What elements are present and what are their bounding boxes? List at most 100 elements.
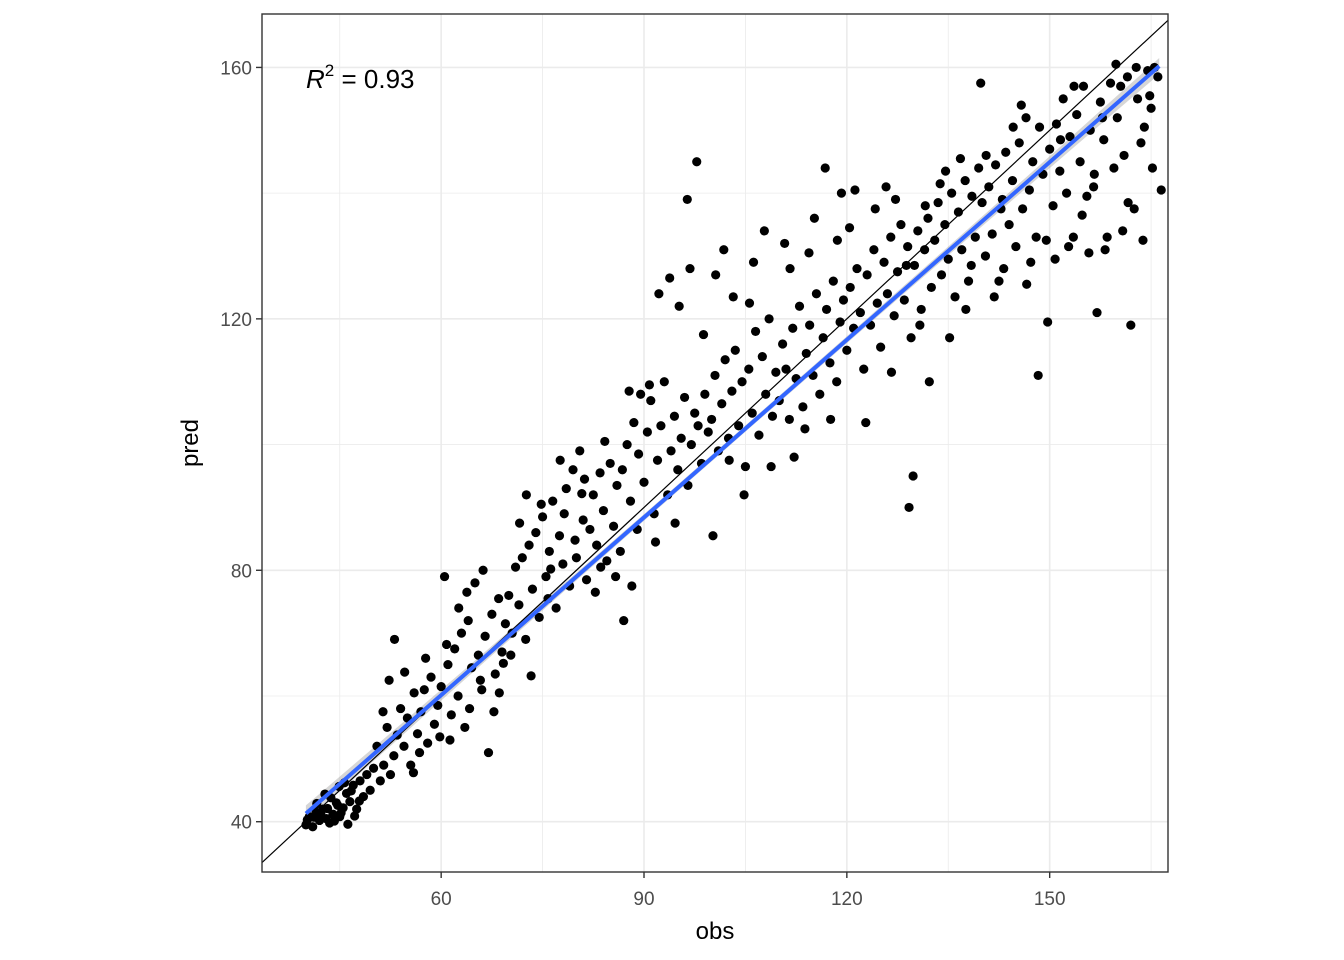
data-point	[435, 732, 445, 742]
data-point	[426, 672, 436, 682]
data-point	[1077, 210, 1087, 220]
data-point	[399, 741, 409, 751]
data-point	[1022, 279, 1032, 289]
data-point	[970, 232, 980, 242]
data-point	[764, 314, 774, 324]
data-point	[639, 477, 649, 487]
data-point	[605, 458, 615, 469]
data-point	[870, 204, 880, 214]
data-point	[906, 333, 916, 343]
data-point	[483, 747, 494, 758]
data-point	[676, 433, 686, 443]
data-point	[480, 631, 490, 641]
data-point	[1156, 185, 1166, 195]
r-squared-value: = 0.93	[334, 64, 414, 94]
data-point	[352, 804, 362, 814]
data-point	[835, 317, 845, 327]
data-point	[913, 226, 923, 236]
data-point	[445, 735, 455, 745]
data-point	[554, 531, 565, 541]
data-point	[960, 175, 970, 186]
data-point	[406, 760, 416, 770]
data-point	[977, 197, 987, 208]
data-point	[915, 320, 925, 330]
data-point	[981, 150, 991, 161]
y-tick-label: 120	[220, 310, 252, 331]
data-point	[433, 700, 443, 711]
data-point	[1111, 59, 1121, 69]
data-point	[899, 295, 909, 305]
data-point	[923, 213, 933, 223]
data-point	[916, 304, 926, 315]
data-point	[1043, 317, 1053, 327]
data-point	[703, 427, 713, 437]
data-point	[506, 650, 516, 660]
data-point	[350, 811, 360, 821]
data-point	[414, 747, 425, 758]
data-point	[943, 254, 953, 264]
data-point	[886, 367, 897, 377]
data-point	[1122, 72, 1133, 82]
data-point	[820, 163, 830, 173]
data-point	[526, 671, 536, 681]
data-point	[1004, 219, 1014, 230]
data-point	[1072, 109, 1082, 120]
data-point	[1153, 72, 1163, 82]
data-point	[333, 800, 343, 810]
data-point	[682, 194, 692, 205]
data-point	[744, 298, 755, 308]
data-point	[784, 414, 794, 425]
data-point	[744, 364, 754, 374]
data-point	[908, 471, 918, 481]
data-point	[886, 232, 896, 242]
data-point	[619, 615, 629, 626]
data-point	[596, 562, 606, 572]
data-point	[685, 263, 695, 274]
data-point	[1132, 94, 1143, 104]
data-point	[412, 729, 423, 739]
data-point	[389, 634, 400, 645]
data-point	[930, 235, 940, 245]
data-point	[869, 245, 879, 255]
data-point	[1109, 163, 1119, 173]
data-point	[781, 364, 791, 374]
data-point	[498, 658, 508, 668]
data-point	[720, 355, 730, 365]
data-point	[1102, 232, 1112, 242]
data-point	[462, 587, 472, 597]
data-point	[1050, 254, 1060, 264]
data-point	[1058, 94, 1068, 104]
data-point	[872, 298, 882, 308]
data-point	[855, 307, 865, 318]
x-tick-label: 150	[1034, 889, 1066, 910]
data-point	[1011, 241, 1021, 252]
data-point	[600, 436, 610, 447]
data-point	[396, 703, 406, 714]
data-point	[767, 411, 778, 421]
major-grid	[262, 14, 1168, 872]
data-point	[1033, 370, 1043, 381]
data-point	[400, 667, 410, 677]
data-point	[608, 521, 619, 531]
data-point	[1123, 197, 1133, 208]
data-point	[1048, 201, 1058, 211]
data-point	[441, 639, 452, 650]
data-point	[919, 245, 930, 255]
data-point	[698, 329, 709, 340]
data-point	[629, 417, 639, 428]
data-point	[940, 166, 951, 176]
data-point	[489, 707, 499, 717]
data-point	[766, 461, 776, 472]
data-point	[976, 78, 986, 88]
data-point	[836, 188, 847, 198]
data-point	[642, 427, 652, 437]
data-point	[454, 603, 464, 613]
data-point	[876, 342, 886, 352]
panel-border	[261, 13, 1169, 873]
data-point	[617, 465, 627, 475]
data-point	[423, 738, 433, 748]
data-point	[903, 241, 913, 252]
data-point	[757, 351, 767, 362]
panel-background	[262, 14, 1168, 872]
data-point	[1116, 81, 1126, 91]
